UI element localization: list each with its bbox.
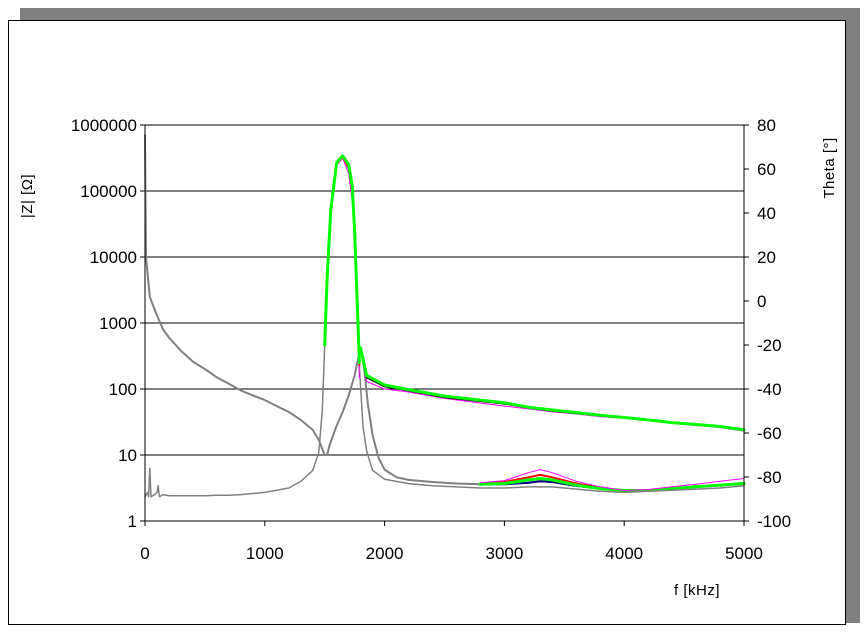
y-right-tick-label: -60 bbox=[757, 424, 782, 443]
x-axis-title: f [kHz] bbox=[674, 582, 720, 599]
y-left-tick-label: 10 bbox=[118, 446, 137, 465]
series-line-9 bbox=[144, 157, 745, 498]
y-left-tick-label: 10000 bbox=[90, 248, 137, 267]
y-right-tick-label: -20 bbox=[757, 336, 782, 355]
series-line-1 bbox=[144, 134, 745, 493]
grid-layer bbox=[145, 124, 744, 456]
y-right-tick-label: 60 bbox=[757, 160, 776, 179]
y-left-tick-label: 1000000 bbox=[71, 116, 137, 135]
y-right-tick-label: -100 bbox=[757, 512, 791, 531]
y-axis-right-title: Theta [°] bbox=[821, 137, 838, 198]
x-tick-label: 5000 bbox=[725, 544, 763, 563]
y-left-tick-label: 1 bbox=[128, 512, 137, 531]
axes-layer bbox=[140, 124, 749, 526]
y-left-tick-label: 100000 bbox=[80, 182, 137, 201]
y-left-tick-label: 1000 bbox=[99, 314, 137, 333]
y-right-tick-label: -80 bbox=[757, 468, 782, 487]
y-axis-left-title: |Z| [Ω] bbox=[19, 174, 36, 218]
ticks-layer: 1101001000100001000001000000-100-80-60-4… bbox=[71, 116, 791, 563]
x-tick-label: 4000 bbox=[605, 544, 643, 563]
y-right-tick-label: 20 bbox=[757, 248, 776, 267]
x-tick-label: 1000 bbox=[246, 544, 284, 563]
series-layer bbox=[144, 134, 746, 498]
y-left-tick-label: 100 bbox=[109, 380, 137, 399]
x-tick-label: 0 bbox=[140, 544, 149, 563]
x-tick-label: 3000 bbox=[485, 544, 523, 563]
series-line-7 bbox=[478, 477, 746, 492]
y-right-tick-label: 40 bbox=[757, 204, 776, 223]
y-right-tick-label: 0 bbox=[757, 292, 766, 311]
y-right-tick-label: -40 bbox=[757, 380, 782, 399]
series-line-4 bbox=[359, 346, 746, 432]
series-line-12 bbox=[323, 154, 361, 365]
x-tick-label: 2000 bbox=[366, 544, 404, 563]
series-line-8 bbox=[479, 469, 745, 491]
y-right-tick-label: 80 bbox=[757, 116, 776, 135]
